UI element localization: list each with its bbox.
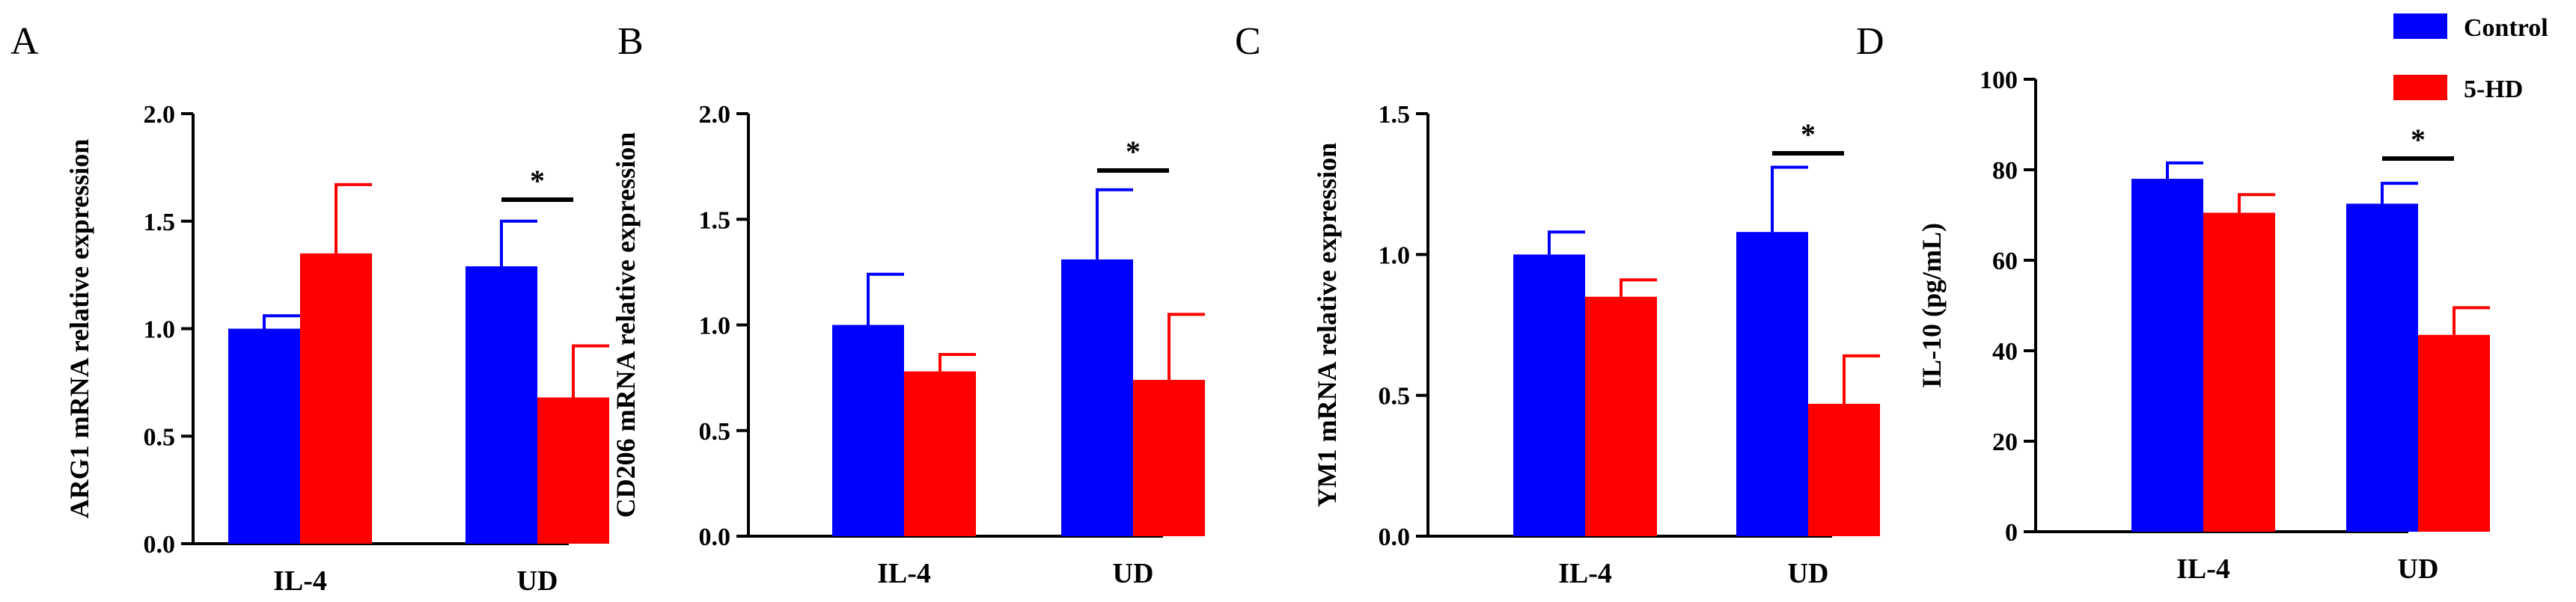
bar-control-il4 [2131,179,2203,532]
bar-control-ud [1736,232,1808,536]
legend-swatch-control [2393,13,2447,39]
y-tick-label: 0.5 [144,423,176,451]
y-axis-title: IL-10 (pg/mL) [1917,223,1947,388]
y-tick-label: 20 [1992,429,2018,456]
y-tick-label: 2.0 [144,101,176,129]
panel-a: A 0.0 0.5 1.0 1.5 2.0 ARG1 mRNA relative expre… [10,20,609,597]
y-tick-label: 1.0 [699,313,731,340]
legend-label-5hd: 5-HD [2464,76,2523,103]
legend: Control 5-HD [2393,13,2548,103]
bar-5hd-il4 [300,253,372,544]
panel-letter: D [1856,20,1884,63]
x-tick-label: IL-4 [2176,553,2230,585]
y-axis-title: CD206 mRNA relative expression [611,132,641,518]
panel-letter: A [10,20,39,63]
bar-5hd-ud [537,397,609,544]
panel-c: C 0.0 0.5 1.0 1.5 YM1 mRNA relative expressio… [1235,20,1880,589]
x-tick-label: UD [1113,558,1154,589]
y-tick-label: 0.5 [1379,383,1411,411]
y-axis-title: YM1 mRNA relative expression [1312,143,1342,508]
significance-label: * [1126,135,1141,168]
bar-5hd-ud [1133,379,1205,536]
legend-label-control: Control [2464,14,2548,42]
bar-5hd-il4 [2203,212,2275,532]
y-tick-label: 100 [1980,67,2018,94]
y-tick-label: 1.0 [1379,242,1411,269]
bar-control-ud [1061,259,1133,536]
x-tick-label: IL-4 [1558,558,1612,589]
y-tick-label: 0.0 [699,523,731,551]
significance-label: * [2411,123,2426,156]
bar-5hd-ud [1808,403,1880,536]
significance-label: * [530,164,545,197]
panel-b: B 0.0 0.5 1.0 1.5 2.0 CD206 mRNA relative expr… [611,20,1205,589]
significance-label: * [1801,117,1816,151]
x-tick-label: IL-4 [877,558,931,589]
panel-letter: B [617,20,644,63]
y-axis-title: ARG1 mRNA relative expression [64,139,94,519]
bar-control-il4 [832,325,904,536]
panel-d: D 0 20 40 60 80 100 IL-10 (pg/mL) IL-4 UD * [1856,20,2490,585]
bar-control-il4 [228,328,300,544]
x-tick-label: UD [1788,558,1829,589]
x-tick-label: UD [517,565,558,597]
y-tick-label: 40 [1992,338,2018,366]
legend-swatch-5hd [2393,75,2447,100]
y-tick-label: 0.5 [699,418,731,446]
y-tick-label: 0.0 [1379,523,1411,551]
y-tick-label: 1.0 [144,316,176,344]
y-tick-label: 80 [1992,157,2018,185]
bar-5hd-il4 [904,371,976,536]
bar-control-il4 [1513,254,1585,536]
bar-control-ud [466,266,537,544]
y-tick-label: 0.0 [144,531,176,559]
y-tick-label: 1.5 [144,209,176,236]
bar-5hd-ud [2418,334,2490,532]
y-tick-label: 60 [1992,248,2018,275]
x-tick-label: IL-4 [273,565,327,597]
bar-control-ud [2346,203,2418,532]
y-tick-label: 2.0 [699,101,731,129]
y-tick-label: 1.5 [1379,101,1411,129]
y-tick-label: 1.5 [699,206,731,234]
bar-5hd-il4 [1585,296,1657,536]
x-tick-label: UD [2398,553,2439,585]
y-tick-label: 0 [2005,519,2018,547]
panel-letter: C [1235,20,1261,63]
